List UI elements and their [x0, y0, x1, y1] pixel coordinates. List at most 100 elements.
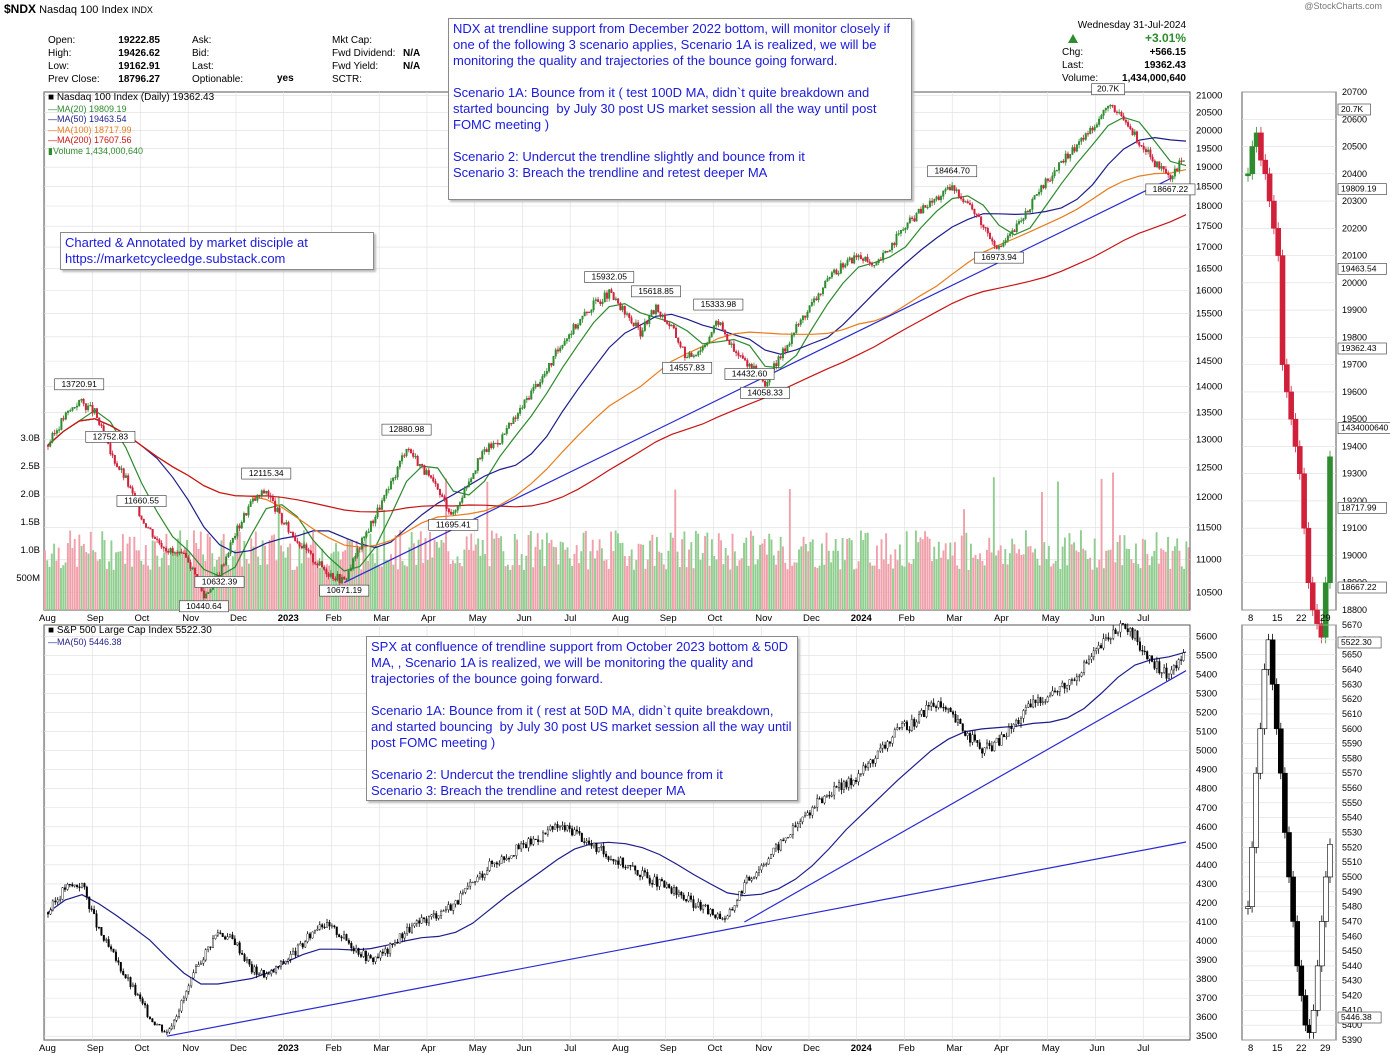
spx-candle-body: [275, 966, 278, 973]
volume-bar: [811, 539, 814, 610]
spx-x-tick: Aug: [39, 1043, 56, 1054]
volume-bar: [960, 535, 963, 610]
ndx-candle-body: [269, 495, 272, 498]
ndx-candle-body: [165, 548, 168, 552]
ndx-candle-body: [187, 557, 190, 563]
volume-bar: [571, 566, 574, 610]
volume-bar: [967, 569, 970, 610]
volume-bar: [651, 534, 654, 610]
ndx-candle-body: [367, 531, 370, 533]
spx-candle-body: [910, 719, 913, 731]
volume-bar: [110, 540, 113, 610]
spx-candle-body: [641, 870, 644, 877]
volume-bar: [692, 568, 695, 610]
ndx-candle-body: [120, 468, 123, 470]
ndx-candle-body: [118, 466, 121, 470]
ndx-candle-body: [160, 543, 163, 548]
volume-bar: [869, 562, 872, 610]
spx-candle-body: [811, 807, 814, 816]
spx-candle-body: [716, 913, 719, 918]
volume-bar: [101, 531, 104, 610]
ndx-candle-body: [352, 558, 355, 569]
ndx-candle-body: [263, 490, 266, 494]
ndx-candle-body: [218, 574, 221, 577]
volume-bar: [1052, 563, 1055, 610]
ndx-candle-body: [180, 551, 183, 554]
ndx-candle-body: [242, 513, 245, 523]
volume-bar: [1146, 554, 1149, 610]
spx-inset-y-tick: 5480: [1342, 902, 1362, 912]
volume-bar: [871, 565, 874, 610]
spx-y-tick: 5500: [1196, 650, 1217, 661]
ndx-candle-body: [942, 190, 945, 197]
volume-bar: [154, 541, 156, 610]
spx-candle-body: [1085, 661, 1088, 664]
spx-candle-body: [1143, 650, 1146, 653]
ndx-candle-body: [989, 233, 992, 239]
spx-candle-body: [228, 934, 231, 937]
volume-bar: [55, 560, 58, 610]
ndx-candle-body: [556, 349, 559, 352]
ndx-candle-body: [285, 522, 288, 525]
spx-candle-body: [634, 865, 637, 871]
ndx-candle-body: [1138, 142, 1141, 146]
volume-bar: [710, 539, 713, 610]
ndx-candle-body: [643, 321, 646, 331]
ndx-candle-body: [915, 213, 918, 222]
volume-bar: [481, 539, 484, 610]
ndx-candle-body: [962, 198, 965, 202]
volume-bar: [429, 532, 431, 610]
ndx-candle-body: [158, 539, 161, 544]
volume-bar: [678, 567, 681, 610]
ndx-candle-body: [888, 249, 891, 252]
ndx-candle-body: [937, 196, 940, 201]
ndx-candle-body: [427, 470, 430, 476]
spx-candle-body: [554, 824, 557, 830]
spx-candle-body: [78, 886, 81, 888]
spx-candle-body: [452, 903, 455, 911]
ndx-candle-body: [354, 555, 357, 559]
volume-bar: [655, 537, 658, 610]
volume-bar: [965, 532, 968, 610]
ndx-candle-body: [53, 432, 56, 435]
spx-candle-body: [568, 825, 571, 829]
ndx-candle-body: [634, 322, 637, 327]
ndx-y-tick: 11000: [1196, 554, 1222, 565]
ndx-candle-body: [1104, 108, 1107, 111]
volume-bar: [848, 537, 851, 610]
ndx-candle-body: [1035, 194, 1038, 196]
volume-bar: [1160, 548, 1163, 610]
ndx-x-tick: Jul: [564, 613, 576, 624]
spx-candle-body: [406, 926, 409, 934]
ndx-candle-body: [1160, 166, 1163, 169]
ndx-candle-body: [512, 417, 515, 424]
ndx-candle-body: [561, 345, 564, 349]
volume-bar: [390, 554, 392, 610]
volume-bar: [312, 532, 315, 610]
ndx-candle-body: [378, 507, 381, 510]
ndx-candle-body: [438, 489, 441, 496]
volume-bar: [898, 544, 901, 610]
spx-candle-body: [777, 844, 780, 851]
ndx-candle-body: [305, 544, 308, 550]
spx-candle-body: [969, 733, 972, 743]
volume-bar: [314, 542, 317, 610]
ndx-candle-body: [1004, 240, 1007, 243]
volume-bar: [903, 566, 906, 610]
ndx-candle-body: [71, 407, 74, 411]
price-tag-label: 10671.19: [326, 585, 362, 595]
ndx-inset-tag-box: [1337, 263, 1387, 275]
ndx-candle-body: [1153, 160, 1156, 168]
volume-bar: [160, 557, 163, 610]
price-tag-box: [381, 423, 432, 436]
spx-long-trendline: [166, 841, 1187, 1037]
volume-bar: [685, 567, 688, 610]
spx-candle-body: [127, 977, 130, 979]
spx-candle-body: [447, 904, 450, 910]
volume-bar: [183, 547, 186, 610]
spx-candle-body: [163, 1031, 166, 1033]
ndx-candle-body: [1029, 209, 1032, 213]
spx-candle-body: [1148, 655, 1151, 660]
ndx-x-tick: Dec: [803, 613, 820, 624]
legend-ma100-label: MA(100) 18717.99: [57, 124, 132, 135]
